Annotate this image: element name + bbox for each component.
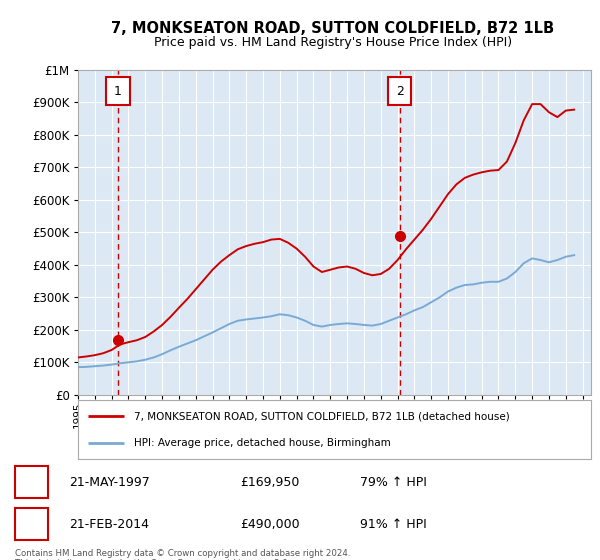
Text: HPI: Average price, detached house, Birmingham: HPI: Average price, detached house, Birm…: [134, 438, 391, 449]
Text: 7, MONKSEATON ROAD, SUTTON COLDFIELD, B72 1LB (detached house): 7, MONKSEATON ROAD, SUTTON COLDFIELD, B7…: [134, 411, 510, 421]
Text: 2: 2: [27, 517, 36, 531]
Text: 7, MONKSEATON ROAD, SUTTON COLDFIELD, B72 1LB: 7, MONKSEATON ROAD, SUTTON COLDFIELD, B7…: [112, 21, 554, 36]
Text: £169,950: £169,950: [240, 475, 299, 489]
Text: Price paid vs. HM Land Registry's House Price Index (HPI): Price paid vs. HM Land Registry's House …: [154, 36, 512, 49]
Text: £490,000: £490,000: [240, 517, 299, 531]
Text: 1: 1: [114, 85, 122, 97]
FancyBboxPatch shape: [15, 508, 48, 540]
Text: 79% ↑ HPI: 79% ↑ HPI: [360, 475, 427, 489]
Text: 1: 1: [27, 475, 36, 489]
FancyBboxPatch shape: [15, 466, 48, 498]
Text: Contains HM Land Registry data © Crown copyright and database right 2024.
This d: Contains HM Land Registry data © Crown c…: [15, 549, 350, 560]
Text: 2: 2: [395, 85, 404, 97]
Text: 91% ↑ HPI: 91% ↑ HPI: [360, 517, 427, 531]
Text: 21-MAY-1997: 21-MAY-1997: [69, 475, 150, 489]
FancyBboxPatch shape: [106, 77, 130, 105]
Text: 21-FEB-2014: 21-FEB-2014: [69, 517, 149, 531]
FancyBboxPatch shape: [388, 77, 412, 105]
